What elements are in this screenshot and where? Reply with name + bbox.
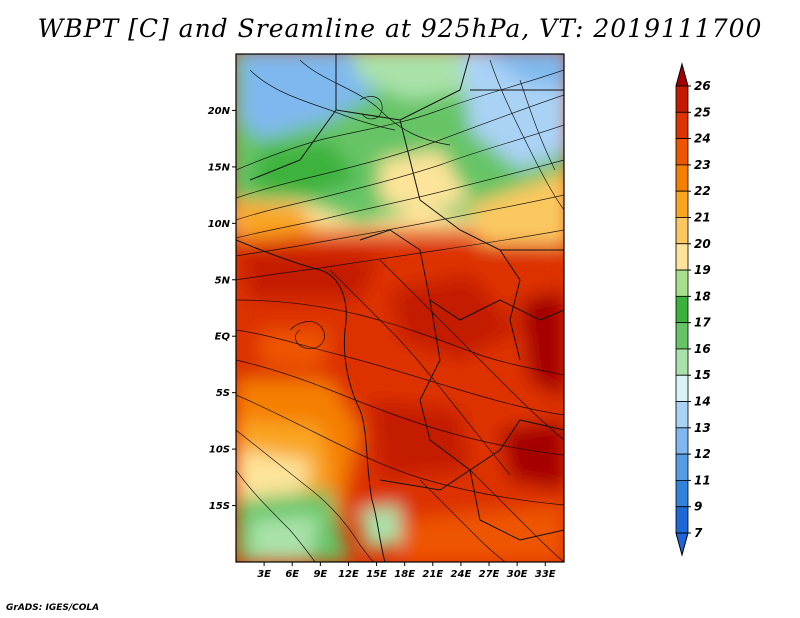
lat-tick-label: 5N xyxy=(215,275,231,286)
colorbar-segment xyxy=(675,480,689,508)
lat-tick-label: 10N xyxy=(208,219,231,230)
colorbar-segment xyxy=(675,295,689,324)
lon-tick-label: 18E xyxy=(394,569,415,580)
colorbar-label: 22 xyxy=(694,184,711,198)
colorbar-segment xyxy=(675,427,689,455)
lat-tick-label: 15N xyxy=(208,162,231,173)
colorbar-label: 16 xyxy=(694,342,711,356)
colorbar-label: 12 xyxy=(694,447,711,461)
lon-tick-label: 15E xyxy=(366,569,387,580)
colorbar-segment xyxy=(675,322,689,350)
plot-frame xyxy=(235,53,565,563)
colorbar-label: 21 xyxy=(694,210,711,224)
colorbar-label: 24 xyxy=(694,132,711,146)
colorbar-label: 23 xyxy=(694,158,711,172)
colorbar-top-arrow xyxy=(675,62,689,87)
grads-credit: GrADS: IGES/COLA xyxy=(6,603,100,613)
colorbar-segment xyxy=(675,217,689,245)
colorbar-segment xyxy=(675,190,689,218)
colorbar-segment xyxy=(675,374,689,402)
country-borders xyxy=(236,54,564,562)
colorbar-bottom-arrow xyxy=(675,532,689,557)
colorbar-segment xyxy=(675,138,689,166)
lat-tick-label: EQ xyxy=(215,332,231,343)
wbpt-shaded-field xyxy=(236,54,564,562)
colorbar-label: 26 xyxy=(694,79,711,93)
latitude-axis: 20N 15N 10N 5N EQ 5S 10S 15S xyxy=(208,106,236,512)
lon-tick-label: 30E xyxy=(507,569,528,580)
colorbar-label: 11 xyxy=(694,473,711,487)
colorbar-label: 19 xyxy=(694,263,711,277)
colorbar-segment xyxy=(675,164,689,192)
lon-tick-label: 6E xyxy=(285,569,299,580)
lat-tick-label: 5S xyxy=(216,388,230,399)
lon-tick-label: 12E xyxy=(338,569,359,580)
lon-tick-label: 24E xyxy=(451,569,472,580)
colorbar-segment xyxy=(675,269,689,297)
colorbar-label: 9 xyxy=(694,500,702,514)
lon-tick-label: 21E xyxy=(422,569,443,580)
colorbar-label: 18 xyxy=(694,289,711,303)
lon-tick-label: 27E xyxy=(479,569,500,580)
colorbar-label: 14 xyxy=(694,395,711,409)
colorbar-label: 25 xyxy=(694,105,711,119)
lat-tick-label: 10S xyxy=(209,445,230,456)
colorbar-segment xyxy=(675,401,689,429)
colorbar-segment xyxy=(675,243,689,271)
lon-tick-label: 33E xyxy=(535,569,556,580)
lon-tick-label: 3E xyxy=(257,569,271,580)
map-title: WBPT [C] and Sreamline at 925hPa, VT: 20… xyxy=(37,14,763,43)
lat-tick-label: 15S xyxy=(209,501,230,512)
lat-tick-label: 20N xyxy=(208,106,231,117)
colorbar-segment xyxy=(675,348,689,376)
colorbar-label: 7 xyxy=(694,526,703,540)
colorbar-segment xyxy=(675,111,689,139)
colorbar-segment xyxy=(675,506,689,534)
colorbar-label: 20 xyxy=(694,237,711,251)
lon-tick-label: 9E xyxy=(313,569,327,580)
colorbar-segment xyxy=(675,85,689,113)
colorbar-label: 15 xyxy=(694,368,711,382)
longitude-axis: 3E 6E 9E 12E 15E 18E 21E 24E 27E 30E 33E xyxy=(257,562,556,580)
colorbar-label: 17 xyxy=(694,316,711,330)
colorbar-label: 13 xyxy=(694,421,711,435)
colorbar-segment xyxy=(675,453,689,481)
colorbar: 26 25 24 23 22 21 20 19 18 17 16 15 14 13 12 11 9 7 xyxy=(675,62,711,557)
